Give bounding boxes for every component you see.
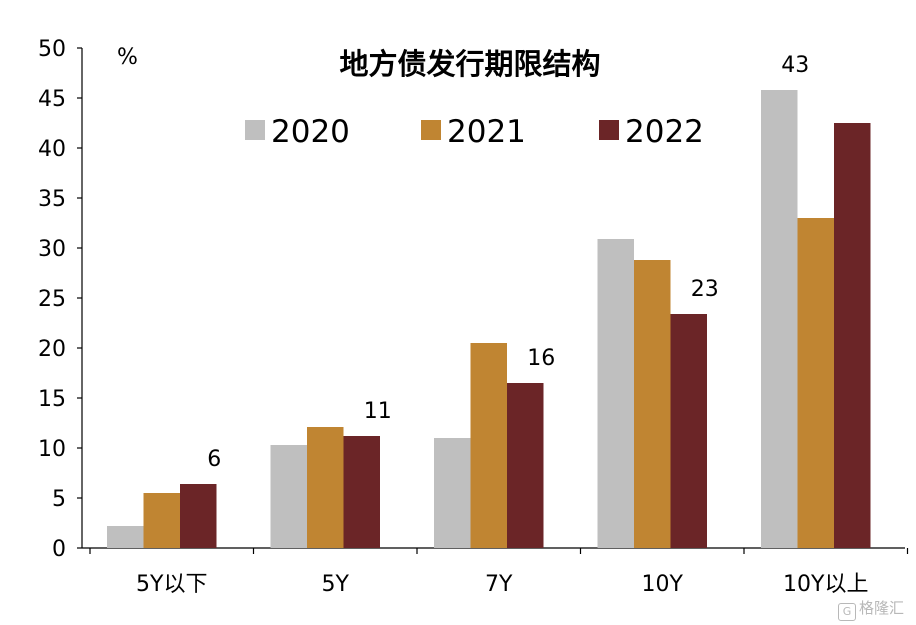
bar	[270, 445, 307, 548]
bar	[834, 123, 871, 548]
watermark-logo-icon: G	[837, 603, 856, 621]
bar	[107, 526, 144, 548]
x-tick-label: 5Y以下	[136, 572, 207, 597]
bar	[597, 239, 634, 548]
bar	[307, 427, 344, 548]
y-tick-label: 5	[52, 487, 66, 512]
y-tick-label: 50	[38, 37, 66, 62]
plot-area: 0 5 10 15 20 25 30 35 40 45 50 5Y以下 5Y 7Y 10Y 10Y以上 6 11 1…	[38, 37, 909, 597]
y-tick-label: 25	[38, 287, 66, 312]
y-tick-label: 20	[38, 337, 66, 362]
bar	[634, 260, 671, 548]
x-tick-label: 10Y	[642, 572, 684, 597]
y-tick-label: 35	[38, 187, 66, 212]
data-label: 43	[781, 53, 809, 78]
data-label: 23	[691, 277, 719, 302]
y-tick-label: 15	[38, 387, 66, 412]
bar	[507, 383, 544, 548]
data-label: 11	[364, 399, 392, 424]
legend-label: 2021	[447, 114, 526, 150]
x-tick-label: 5Y	[322, 572, 350, 597]
y-tick-label: 45	[38, 87, 66, 112]
bar	[761, 90, 798, 548]
y-tick-label: 0	[52, 537, 66, 562]
x-tick-label: 10Y以上	[783, 572, 868, 597]
legend-label: 2020	[271, 114, 350, 150]
y-tick-label: 10	[38, 437, 66, 462]
legend-label: 2022	[625, 114, 704, 150]
bar	[180, 484, 217, 548]
data-label: 16	[527, 346, 555, 371]
bar	[670, 314, 707, 548]
bar	[143, 493, 180, 548]
legend: 2020 2021 2022	[245, 114, 704, 150]
y-unit-label: %	[117, 45, 138, 70]
bar	[470, 343, 507, 548]
x-tick-label: 7Y	[485, 572, 513, 597]
y-tick-label: 40	[38, 137, 66, 162]
y-tick-label: 30	[38, 237, 66, 262]
legend-swatch	[245, 120, 265, 140]
data-label: 6	[207, 447, 221, 472]
bar	[434, 438, 471, 548]
legend-swatch	[421, 120, 441, 140]
bar	[343, 436, 380, 548]
bar	[797, 218, 834, 548]
watermark: G 格隆汇	[837, 597, 904, 621]
chart-title: 地方债发行期限结构	[339, 47, 600, 81]
watermark-text: 格隆汇	[858, 599, 904, 617]
legend-swatch	[599, 120, 619, 140]
